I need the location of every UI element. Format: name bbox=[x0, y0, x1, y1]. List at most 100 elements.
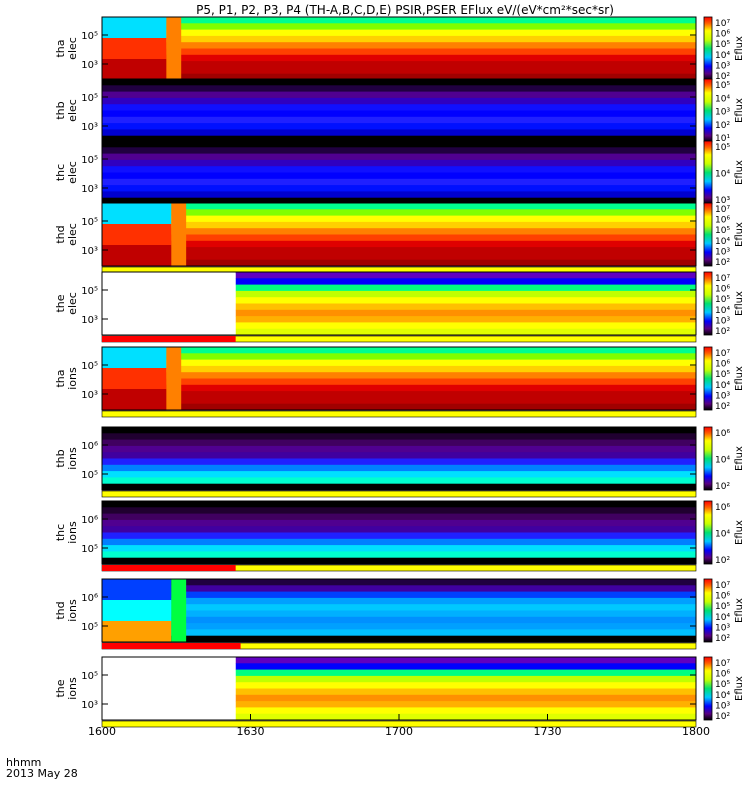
spectrum-band bbox=[235, 322, 696, 330]
spectrum-band bbox=[102, 240, 696, 248]
spectrum-band bbox=[102, 209, 696, 217]
panel-probe-label: thb bbox=[54, 449, 67, 467]
y-tick-label: 10⁵ bbox=[81, 544, 98, 555]
spectrum-band bbox=[235, 682, 696, 690]
x-tick-label: 1730 bbox=[534, 725, 562, 738]
transition-stripe bbox=[171, 203, 187, 266]
spectrum-band bbox=[102, 501, 696, 508]
colorbar-label: Eflux bbox=[734, 520, 745, 545]
early-interval-block bbox=[102, 600, 172, 622]
colorbar-tick-label: 10⁴ bbox=[715, 237, 730, 247]
colorbar-tick-label: 10⁶ bbox=[715, 216, 730, 226]
panel-species-label: ions bbox=[66, 367, 79, 390]
colorbar-label: Eflux bbox=[734, 446, 745, 471]
spectrum-band bbox=[102, 141, 696, 148]
colorbar-tick-label: 10² bbox=[715, 121, 730, 131]
spectrum-band bbox=[102, 538, 696, 546]
colorbar-tick-label: 10⁶ bbox=[715, 429, 730, 439]
panel-species-label: ions bbox=[66, 599, 79, 622]
spectrum-band bbox=[102, 17, 696, 24]
spectrum-band bbox=[102, 532, 696, 540]
spectrum-band bbox=[102, 427, 696, 434]
colorbar-tick-label: 10⁵ bbox=[715, 40, 730, 50]
x-corner-label: hhmm bbox=[6, 756, 41, 769]
flag-bar bbox=[102, 267, 696, 273]
colorbar-tick-label: 10⁶ bbox=[715, 285, 730, 295]
no-data-region bbox=[102, 657, 236, 720]
y-tick-label: 10³ bbox=[81, 60, 98, 71]
spectrum-band bbox=[102, 185, 696, 192]
colorbar-label: Eflux bbox=[734, 160, 745, 185]
x-tick-label: 1600 bbox=[88, 725, 116, 738]
colorbar-tick-label: 10³ bbox=[715, 196, 730, 206]
spectrum-band bbox=[102, 384, 696, 392]
spectrum-band bbox=[102, 215, 696, 223]
spectrum-band bbox=[102, 604, 696, 612]
spectrum-band bbox=[102, 526, 696, 534]
x-tick-label: 1800 bbox=[682, 725, 710, 738]
spectrum-band bbox=[235, 707, 696, 715]
spectrum-band bbox=[102, 159, 696, 167]
colorbar-tick-label: 10⁷ bbox=[715, 349, 730, 359]
spectrum-band bbox=[102, 513, 696, 521]
spectrum-band bbox=[235, 713, 696, 721]
spectrum-band bbox=[102, 597, 696, 605]
colorbar-tick-label: 10⁵ bbox=[715, 602, 730, 612]
colorbar-tick-label: 10⁶ bbox=[715, 670, 730, 680]
colorbar-tick-label: 10² bbox=[715, 556, 730, 566]
spectrum-band bbox=[235, 669, 696, 677]
early-interval-block bbox=[102, 621, 172, 643]
colorbar-tick-label: 10² bbox=[715, 327, 730, 337]
colorbar-label: Eflux bbox=[734, 36, 745, 61]
spectrum-band bbox=[102, 471, 696, 478]
colorbar-tick-label: 10¹ bbox=[715, 134, 730, 144]
spectrum-band bbox=[235, 688, 696, 696]
spectrum-band bbox=[102, 591, 696, 599]
spectrum-band bbox=[102, 234, 696, 242]
colorbar-tick-label: 10⁶ bbox=[715, 503, 730, 513]
y-tick-label: 10⁵ bbox=[81, 93, 98, 104]
spectrum-band bbox=[102, 439, 696, 447]
colorbar bbox=[703, 140, 713, 205]
spectrum-band bbox=[102, 129, 696, 137]
early-interval-block bbox=[102, 59, 167, 81]
panel-probe-label: thd bbox=[54, 225, 67, 243]
spectrum-band bbox=[102, 166, 696, 174]
colorbar-tick-label: 10⁵ bbox=[715, 295, 730, 305]
colorbar-tick-label: 10⁷ bbox=[715, 205, 730, 215]
y-tick-label: 10⁵ bbox=[81, 217, 98, 228]
spectrum-band bbox=[102, 433, 696, 441]
spectrum-band bbox=[102, 228, 696, 236]
colorbar-tick-label: 10⁵ bbox=[715, 370, 730, 380]
flag-bar bbox=[102, 565, 696, 571]
spectrum-band bbox=[102, 623, 696, 630]
panel-species-label: elec bbox=[66, 99, 79, 122]
y-tick-label: 10⁵ bbox=[81, 622, 98, 633]
date-label: 2013 May 28 bbox=[6, 767, 78, 780]
flag-bar bbox=[102, 721, 696, 727]
panel-species-label: ions bbox=[66, 447, 79, 470]
spectrum-band bbox=[235, 701, 696, 708]
spectrum-band bbox=[102, 579, 696, 586]
colorbar-tick-label: 10³ bbox=[715, 391, 730, 401]
colorbar-tick-label: 10³ bbox=[715, 108, 730, 118]
early-interval-block bbox=[102, 347, 167, 369]
colorbar-tick-label: 10⁵ bbox=[715, 81, 730, 91]
transition-stripe bbox=[166, 347, 182, 410]
colorbar-tick-label: 10⁴ bbox=[715, 381, 730, 391]
y-tick-label: 10⁵ bbox=[81, 361, 98, 372]
colorbar bbox=[703, 202, 713, 267]
panel-frame bbox=[101, 578, 697, 643]
spectrum-band bbox=[102, 79, 696, 86]
colorbar-label: Eflux bbox=[734, 676, 745, 701]
colorbar-tick-label: 10⁷ bbox=[715, 659, 730, 669]
panel-frame bbox=[101, 426, 697, 491]
spectrum-band bbox=[102, 347, 696, 354]
colorbar bbox=[703, 426, 713, 491]
y-tick-label: 10⁵ bbox=[81, 155, 98, 166]
